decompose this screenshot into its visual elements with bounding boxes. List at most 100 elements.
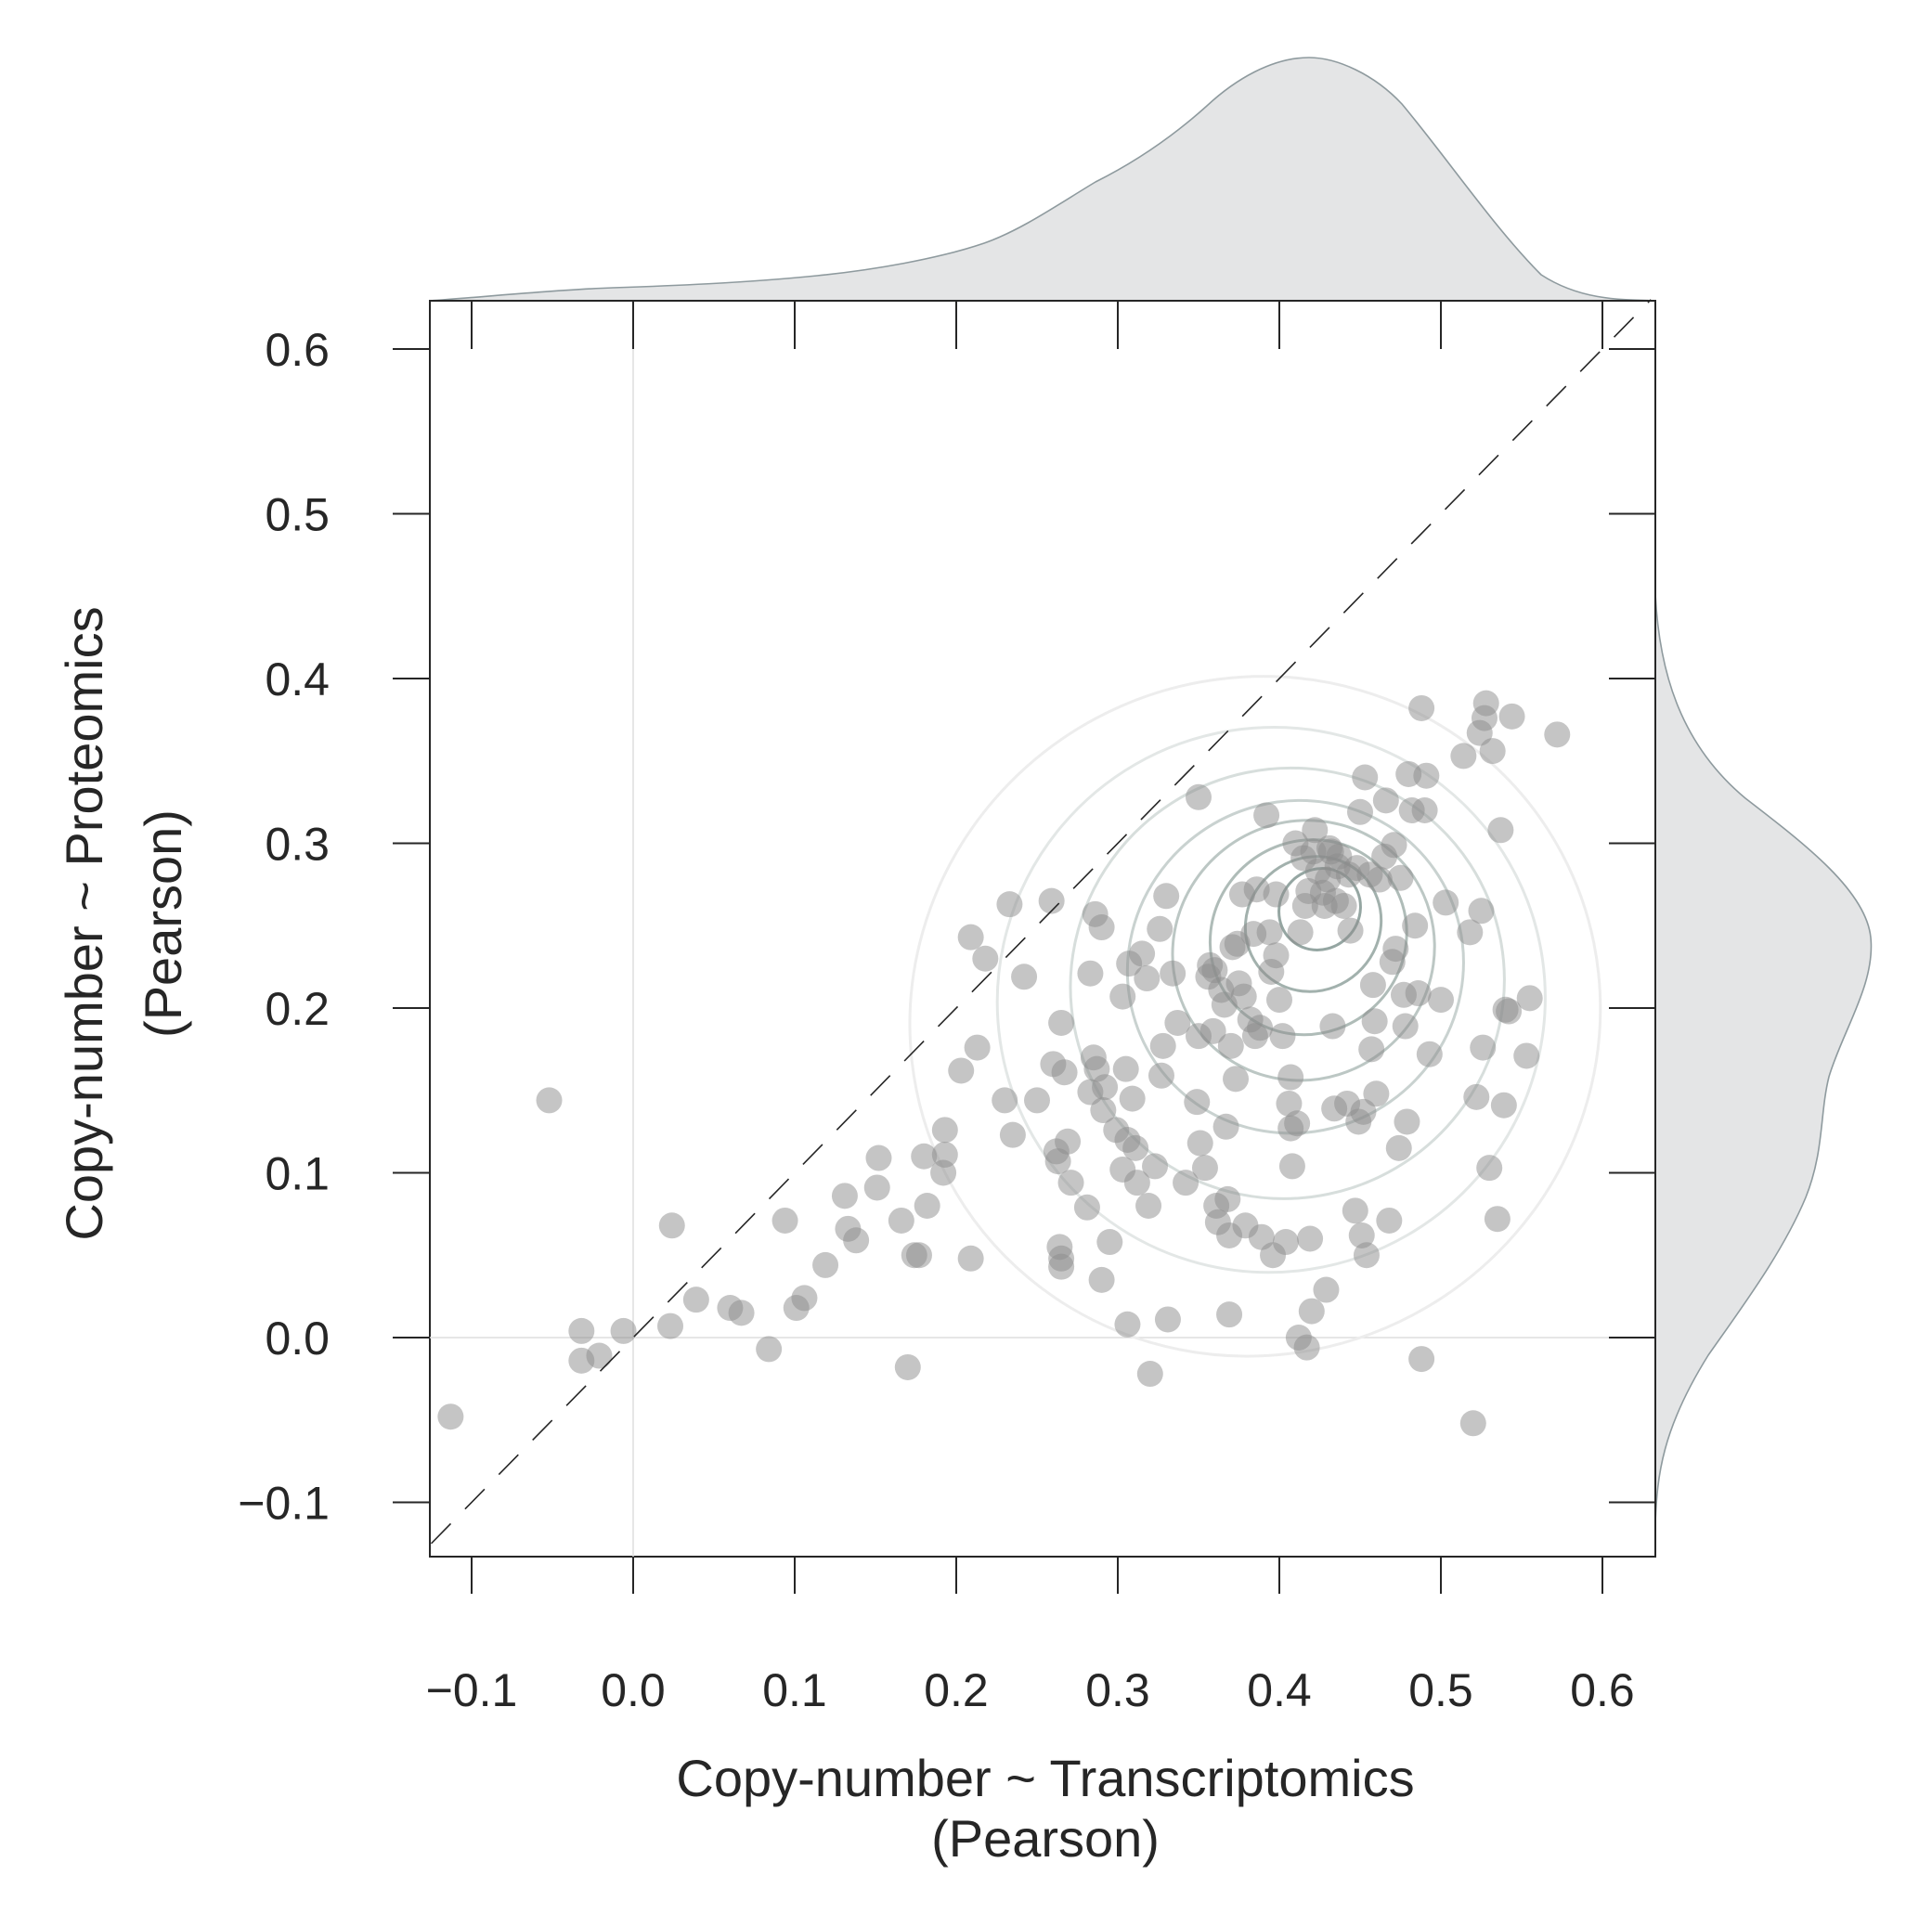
y-tick-label: 0.3 xyxy=(265,819,330,871)
data-point xyxy=(1381,832,1407,859)
y-tick-label: −0.1 xyxy=(238,1478,330,1530)
data-point xyxy=(1359,972,1386,999)
top-marginal-area xyxy=(429,57,1656,302)
data-point xyxy=(1263,942,1290,969)
data-point xyxy=(1330,892,1357,919)
data-point xyxy=(437,1403,464,1430)
data-point xyxy=(1217,1032,1244,1059)
data-point xyxy=(1044,1148,1071,1175)
data-point xyxy=(1090,1097,1117,1124)
data-point xyxy=(658,1212,685,1239)
x-tick-label: 0.5 xyxy=(1408,1664,1473,1716)
data-point xyxy=(1212,1113,1239,1140)
data-point xyxy=(1148,1062,1174,1089)
data-point xyxy=(1358,1036,1385,1063)
data-point xyxy=(1142,1153,1169,1180)
data-point xyxy=(1164,1009,1191,1036)
data-point xyxy=(1112,1055,1139,1082)
data-point xyxy=(957,924,984,951)
data-point xyxy=(1276,1090,1303,1117)
data-point xyxy=(728,1300,755,1326)
plot-frame xyxy=(429,300,1656,1558)
data-points xyxy=(437,690,1571,1437)
data-point xyxy=(1487,817,1514,844)
data-point xyxy=(1387,864,1414,891)
data-point xyxy=(1247,1015,1274,1041)
data-point xyxy=(1024,1087,1050,1114)
data-point xyxy=(1123,1170,1150,1196)
data-point xyxy=(1413,762,1440,789)
data-point xyxy=(682,1287,709,1313)
data-point xyxy=(1038,887,1065,914)
data-point xyxy=(1147,915,1173,942)
y-tick-label: 0.6 xyxy=(265,324,330,376)
data-point xyxy=(1476,1155,1503,1182)
data-point xyxy=(911,1143,938,1170)
data-point xyxy=(1154,1306,1181,1333)
data-point xyxy=(964,1034,991,1061)
data-point xyxy=(1051,1059,1078,1086)
data-point xyxy=(1490,1092,1517,1119)
data-point xyxy=(1119,1085,1146,1112)
data-point xyxy=(1382,936,1409,963)
data-point xyxy=(996,891,1023,918)
y-tick-label: 0.4 xyxy=(265,653,330,705)
data-point xyxy=(1428,987,1454,1014)
y-tick-label: 0.0 xyxy=(265,1313,330,1364)
data-point xyxy=(1392,1013,1419,1040)
data-point xyxy=(1361,1008,1388,1035)
data-point xyxy=(1277,1064,1304,1091)
data-point xyxy=(1211,991,1238,1018)
data-point xyxy=(536,1087,563,1114)
data-point xyxy=(843,1227,870,1254)
data-point xyxy=(1297,1225,1324,1252)
data-point xyxy=(1372,787,1399,814)
top-marginal-density xyxy=(429,57,1656,302)
data-point xyxy=(1385,1134,1412,1161)
axis-ticks xyxy=(393,301,1655,1594)
data-point xyxy=(931,1117,958,1144)
data-point xyxy=(1347,798,1373,825)
right-marginal-density xyxy=(1654,593,1873,1523)
data-point xyxy=(888,1207,914,1234)
data-point xyxy=(1048,1253,1075,1280)
data-point xyxy=(1366,866,1393,893)
data-point xyxy=(1472,690,1499,717)
data-point xyxy=(1256,919,1283,946)
data-point xyxy=(1129,940,1156,967)
data-point xyxy=(1319,1013,1346,1040)
data-point xyxy=(1402,912,1429,939)
data-point xyxy=(1376,1207,1403,1234)
data-point xyxy=(1088,1266,1115,1293)
data-point xyxy=(1272,1229,1299,1256)
data-point xyxy=(772,1207,798,1234)
x-tick-labels: −0.1 0.0 0.1 0.2 0.3 0.4 0.5 0.6 xyxy=(426,1664,1635,1716)
data-point xyxy=(1278,1153,1305,1180)
data-point xyxy=(1408,694,1435,721)
data-point xyxy=(957,1245,984,1272)
data-point xyxy=(1479,738,1506,765)
data-point xyxy=(1516,985,1543,1012)
data-point xyxy=(831,1183,858,1209)
data-point xyxy=(1109,983,1136,1010)
data-point xyxy=(586,1342,613,1369)
data-point xyxy=(1092,1074,1119,1101)
data-point xyxy=(865,1145,892,1171)
data-point xyxy=(1048,1009,1075,1036)
data-point xyxy=(791,1285,818,1312)
data-point xyxy=(1287,919,1314,946)
data-point xyxy=(1496,998,1523,1025)
data-point xyxy=(1457,919,1484,946)
data-point xyxy=(657,1313,684,1339)
data-point xyxy=(1114,1311,1141,1338)
data-point xyxy=(1201,957,1228,984)
data-point xyxy=(812,1251,839,1278)
data-point xyxy=(1352,764,1379,791)
data-point xyxy=(1411,797,1438,823)
y-tick-label: 0.2 xyxy=(265,983,330,1035)
data-point xyxy=(1077,960,1104,987)
data-point xyxy=(1459,1410,1486,1437)
data-point xyxy=(1253,802,1280,829)
data-point xyxy=(1149,1032,1176,1059)
